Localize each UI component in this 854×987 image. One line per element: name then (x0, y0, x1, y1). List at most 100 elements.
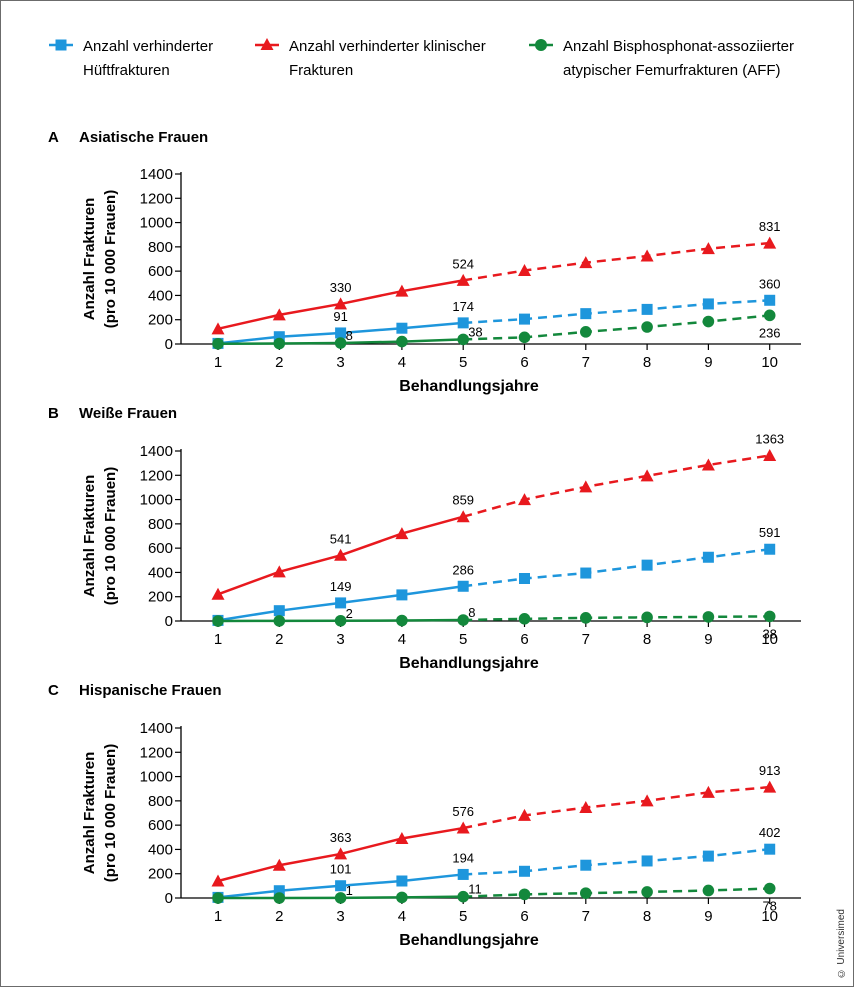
data-point-clinical (701, 242, 715, 255)
data-point-clinical (579, 256, 593, 269)
data-point-aff (457, 890, 470, 903)
data-point-clinical (456, 821, 470, 834)
x-tick-label: 2 (275, 631, 283, 648)
data-label-clinical: 576 (452, 804, 474, 819)
data-label-clinical: 524 (452, 256, 474, 271)
data-label-hip: 286 (452, 562, 474, 577)
y-tick-label: 1200 (140, 744, 173, 761)
data-label-clinical: 330 (330, 280, 352, 295)
data-point-aff (763, 610, 776, 623)
data-point-clinical (334, 297, 348, 310)
data-point-aff (212, 337, 224, 350)
y-tick-label: 0 (165, 336, 173, 353)
y-tick-label: 1200 (140, 190, 173, 207)
x-tick-label: 1 (214, 631, 222, 648)
data-label-hip: 194 (452, 850, 474, 865)
y-tick-label: 400 (148, 564, 173, 581)
y-axis-subtitle: (pro 10 000 Frauen) (102, 467, 119, 605)
data-point-clinical (763, 236, 777, 249)
series-line-aff-dashed (463, 887, 770, 898)
data-point-hip (457, 868, 469, 880)
data-point-clinical (579, 480, 593, 493)
data-point-clinical (334, 548, 348, 561)
data-label-aff: 38 (762, 626, 776, 641)
x-tick-label: 4 (398, 631, 406, 648)
y-tick-label: 600 (148, 817, 173, 834)
y-tick-label: 400 (148, 287, 173, 304)
legend-label-hip: Anzahl verhinderter Hüftfrakturen (83, 38, 214, 79)
data-point-hip (273, 885, 285, 897)
series-line-clinical-dashed (462, 454, 770, 518)
y-tick-label: 1000 (140, 215, 173, 232)
series-line-aff-dashed (463, 615, 770, 622)
data-point-clinical (211, 322, 225, 335)
y-tick-label: 200 (148, 312, 173, 329)
data-label-hip: 402 (759, 825, 781, 840)
x-tick-label: 3 (336, 908, 344, 925)
x-tick-label: 4 (398, 354, 406, 371)
data-point-clinical (395, 284, 409, 297)
x-tick-label: 8 (643, 354, 651, 371)
x-axis-title: Behandlungsjahre (399, 655, 539, 672)
data-label-aff: 78 (762, 899, 776, 914)
data-point-hip (457, 580, 469, 592)
y-tick-label: 600 (148, 263, 173, 280)
legend-circle-marker (529, 39, 553, 51)
x-tick-label: 6 (520, 631, 528, 648)
data-point-aff (518, 331, 531, 344)
x-tick-label: 3 (336, 354, 344, 371)
data-point-clinical (579, 801, 593, 814)
data-point-aff (702, 315, 715, 328)
data-point-clinical (211, 874, 225, 887)
data-point-aff (334, 337, 347, 349)
series-line-clinical-dashed (463, 241, 770, 282)
data-point-clinical (518, 264, 531, 277)
data-point-clinical (701, 785, 715, 798)
data-label-clinical: 859 (452, 493, 474, 508)
x-tick-label: 2 (275, 354, 283, 371)
x-tick-label: 6 (520, 354, 528, 371)
x-tick-label: 1 (214, 908, 222, 925)
x-tick-label: 5 (459, 354, 467, 371)
y-tick-label: 1400 (140, 166, 173, 183)
x-tick-label: 3 (336, 631, 344, 648)
data-point-hip (273, 605, 285, 617)
data-point-clinical (272, 308, 286, 321)
data-label-hip: 101 (330, 862, 352, 877)
x-tick-label: 10 (761, 354, 778, 371)
panel-letter-b: B (48, 405, 59, 422)
y-tick-label: 600 (148, 540, 173, 557)
data-label-aff: 11 (468, 882, 482, 897)
y-tick-label: 1000 (140, 492, 173, 509)
series-line-hip-dashed (463, 547, 770, 588)
y-tick-label: 400 (148, 841, 173, 858)
x-tick-label: 8 (643, 631, 651, 648)
panel-title-b: Weiße Frauen (79, 405, 178, 422)
data-point-clinical (395, 527, 409, 540)
panel-letter-a: A (48, 129, 59, 146)
chart-panel-a: 0 200 400 600 800 1000 1200 1400 1 2 3 4 5 6 7 8 9 10 Beha… (81, 166, 801, 395)
y-tick-label: 1400 (140, 720, 173, 737)
data-point-hip (457, 317, 469, 329)
data-label-clinical: 541 (330, 531, 352, 546)
data-point-aff (641, 321, 653, 333)
series-line-aff-dashed (463, 314, 770, 341)
data-point-hip (764, 843, 776, 855)
data-point-hip (580, 567, 592, 579)
data-point-aff (702, 611, 715, 623)
x-tick-label: 6 (520, 908, 528, 925)
data-point-hip (580, 308, 592, 320)
x-tick-label: 5 (459, 631, 467, 648)
data-label-clinical: 363 (330, 830, 352, 845)
panel-title-a: Asiatische Frauen (79, 129, 209, 146)
data-point-clinical (272, 565, 286, 578)
data-point-hip (396, 589, 408, 601)
data-label-aff: 8 (346, 328, 353, 343)
data-point-hip (580, 859, 592, 871)
x-tick-label: 7 (582, 908, 590, 925)
data-point-aff (702, 884, 715, 897)
data-point-hip (641, 559, 653, 571)
legend-triangle-marker (255, 38, 279, 50)
data-label-hip: 174 (452, 299, 474, 314)
